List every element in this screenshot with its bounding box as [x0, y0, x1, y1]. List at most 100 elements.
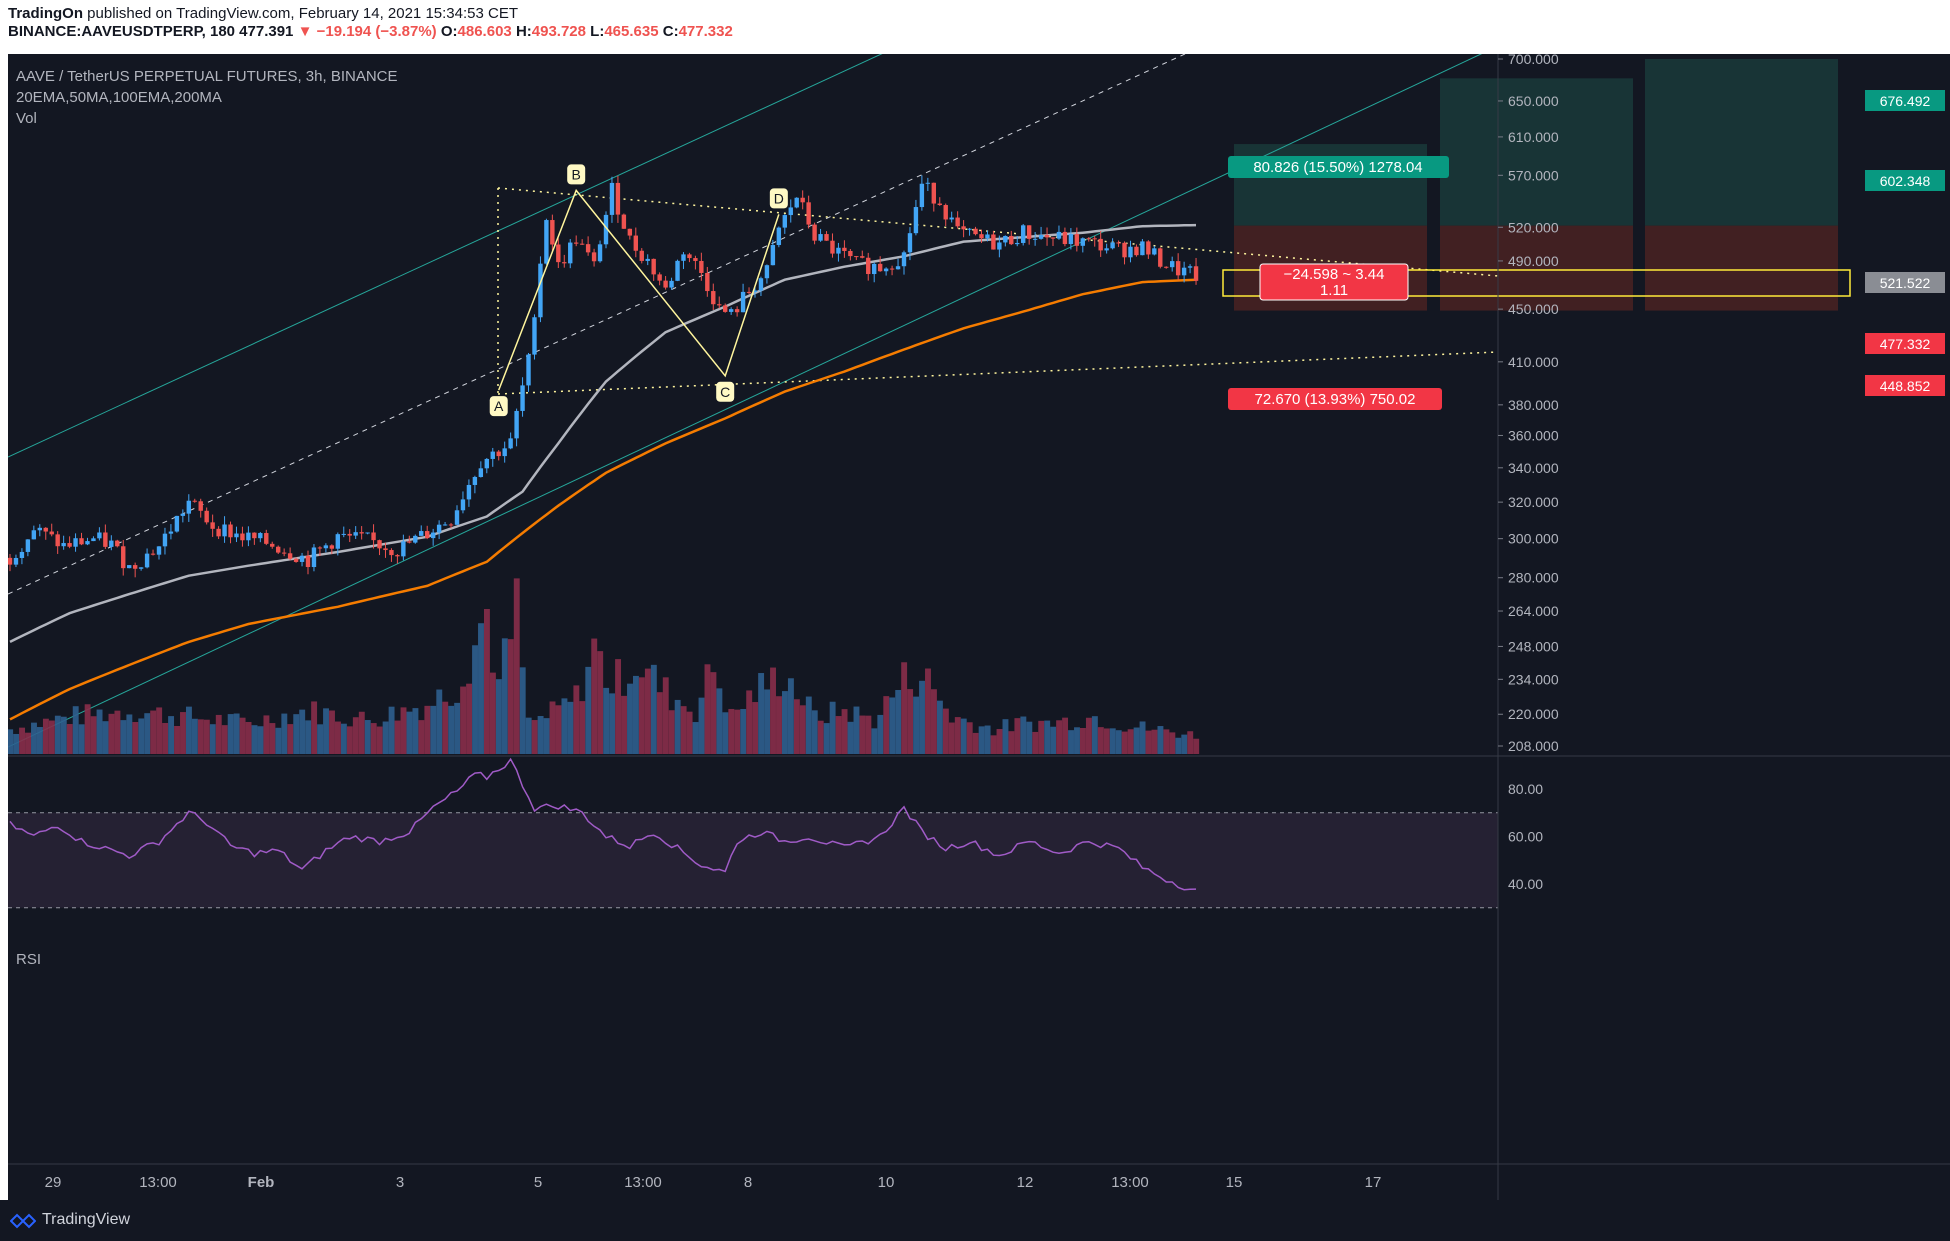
time-tick-label: 13:00: [624, 1174, 662, 1191]
candle-body: [1152, 248, 1157, 255]
candle-body: [454, 510, 460, 525]
candle-body: [436, 524, 442, 533]
price-tick-label: 410.000: [1508, 354, 1559, 370]
volume-bar: [698, 697, 705, 754]
price-tick-label: 234.000: [1508, 671, 1559, 687]
volume-bar: [251, 725, 258, 754]
candle-body: [907, 233, 913, 253]
volume-bar: [549, 701, 556, 754]
volume-bar: [919, 680, 925, 754]
volume-bar: [621, 695, 627, 754]
candle-body: [91, 538, 96, 542]
indicator-legend: 20EMA,50MA,100EMA,200MA: [16, 89, 222, 106]
candle-body: [752, 290, 758, 292]
candle-body: [466, 484, 472, 500]
volume-bar: [448, 705, 455, 754]
candle-body: [246, 532, 251, 541]
candle-body: [764, 265, 770, 279]
volume-bar: [19, 727, 26, 754]
candle-body: [162, 533, 168, 547]
candle-body: [1140, 241, 1145, 256]
volume-bar: [793, 699, 800, 754]
volume-bar: [1050, 726, 1057, 754]
badge-b2: 602.348: [1880, 173, 1931, 189]
candle-body: [353, 532, 358, 536]
entry-label-line2: 1.11: [1320, 282, 1348, 299]
volume-bar: [400, 707, 407, 754]
volume-bar: [269, 723, 276, 754]
volume-bar: [978, 726, 985, 754]
candle-body: [115, 540, 120, 547]
tradingview-logo-icon[interactable]: [10, 1212, 36, 1230]
candle-body: [574, 242, 579, 244]
volume-bar: [650, 664, 657, 754]
candle-body: [1032, 238, 1038, 240]
volume-bar: [519, 667, 526, 754]
volume-bar: [257, 726, 264, 754]
candle-body: [675, 260, 680, 281]
candle-body: [609, 182, 615, 215]
chart-canvas[interactable]: A B C D 80.826 (15.50%) 1278.04 72.670 (13.…: [8, 54, 1950, 1200]
volume-bar: [1115, 730, 1122, 754]
candle-body: [323, 545, 329, 549]
pattern-point-a-bg: [489, 396, 508, 417]
candle-body: [931, 182, 936, 204]
candle-body: [1009, 235, 1014, 245]
candle-body: [1181, 267, 1187, 276]
candle-body: [61, 543, 66, 547]
volume-bar: [48, 720, 55, 754]
candle-body: [538, 263, 543, 318]
candle-body: [460, 499, 466, 511]
last-price: 477.391: [239, 23, 294, 40]
candle-body: [365, 532, 370, 534]
candle-body: [395, 555, 400, 557]
volume-bar: [1103, 728, 1110, 754]
volume-bar: [1181, 734, 1188, 754]
volume-bar: [913, 696, 920, 754]
trade-zones: [1234, 59, 1838, 311]
candle-body: [621, 214, 627, 229]
chart-area[interactable]: A B C D 80.826 (15.50%) 1278.04 72.670 (13.…: [8, 54, 1950, 1200]
candle-body: [258, 533, 263, 539]
volume-bar: [227, 714, 234, 754]
stop-label-bg: [1228, 388, 1442, 410]
volume-bar: [418, 720, 425, 754]
candle-body: [830, 240, 835, 254]
candle-body: [425, 531, 430, 539]
volume-bar: [352, 717, 359, 754]
candle-body: [877, 263, 883, 272]
volume-bar: [1062, 717, 1069, 754]
rsi-pane: [8, 757, 1498, 909]
candle-body: [389, 550, 394, 556]
volume-bar: [841, 709, 848, 754]
rsi-tick-label: 40.00: [1508, 876, 1543, 892]
candle-body: [967, 228, 972, 230]
rsi-tick-label: 80.00: [1508, 781, 1543, 797]
candle-body: [597, 244, 603, 262]
volume-bar: [186, 706, 192, 754]
candle-body: [579, 243, 585, 245]
volume-bar: [847, 721, 854, 754]
volume-bar: [1068, 730, 1074, 754]
published-text: published on TradingView.com, February 1…: [87, 5, 518, 22]
time-tick-label: 13:00: [139, 1174, 177, 1191]
volume-bar: [942, 708, 949, 754]
publisher-name[interactable]: TradingOn: [8, 5, 83, 22]
volume-bar: [42, 718, 49, 754]
volume-bar: [710, 672, 717, 754]
candle-body: [746, 291, 752, 293]
volume-bar: [656, 692, 663, 754]
volume-bar: [1014, 718, 1021, 754]
volume-bar: [776, 696, 782, 754]
volume-bar: [114, 710, 121, 754]
volume-bar: [925, 668, 931, 754]
time-tick-label: 10: [878, 1174, 895, 1191]
candle-body: [293, 558, 299, 562]
brand-name[interactable]: TradingView: [42, 1211, 131, 1228]
chart-title: AAVE / TetherUS PERPETUAL FUTURES, 3h, B…: [16, 68, 398, 85]
volume-bar: [197, 719, 204, 754]
volume-bar: [561, 698, 568, 754]
candle-body: [657, 274, 662, 281]
volume-bar: [931, 689, 937, 754]
price-tick-label: 264.000: [1508, 603, 1559, 619]
